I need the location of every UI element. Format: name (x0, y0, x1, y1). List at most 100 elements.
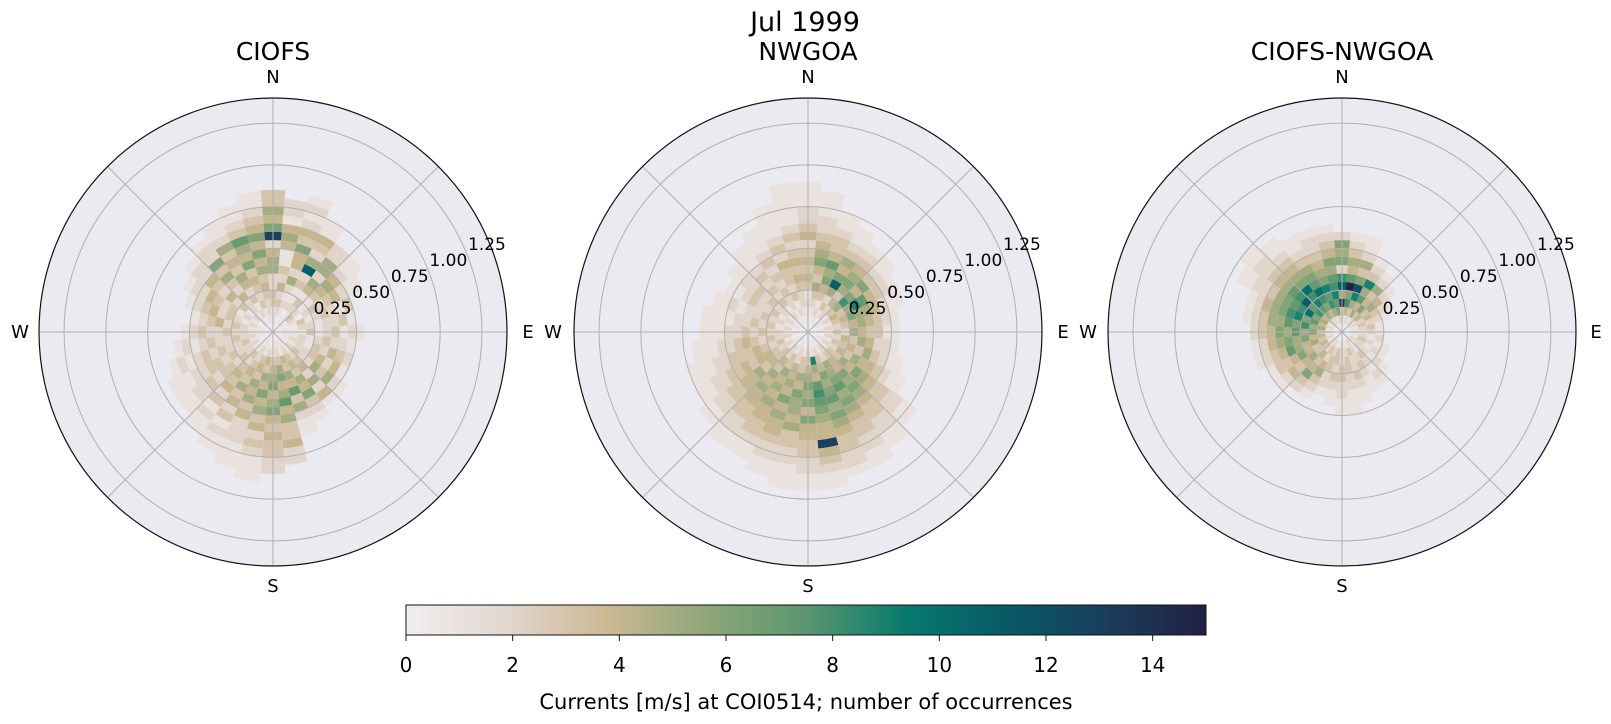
rose-bin (873, 261, 891, 280)
rose-bin (1273, 288, 1288, 304)
direction-label-n: N (266, 67, 279, 88)
rose-bin (774, 323, 784, 330)
rose-bin (1277, 347, 1289, 361)
rose-bin (1320, 369, 1332, 381)
rose-bin (814, 354, 823, 365)
rose-bin (759, 342, 771, 354)
rose-bin (1327, 309, 1335, 319)
rose-bin (873, 384, 891, 403)
rose-bin (792, 380, 804, 391)
rose-bin (719, 414, 741, 435)
rose-bin (197, 363, 212, 380)
rose-bin (301, 218, 323, 234)
rose-bin (732, 363, 747, 380)
rose-bin (1348, 404, 1364, 416)
rose-bin (772, 400, 789, 413)
rose-bin (184, 353, 198, 371)
rose-bin (242, 342, 253, 352)
rose-bin (290, 346, 301, 356)
rose-bin (313, 319, 323, 329)
rose-bin (241, 259, 256, 272)
rose-bin (800, 339, 806, 349)
rose-bin (811, 282, 821, 292)
rose-bin (711, 289, 725, 309)
rose-bin (237, 400, 254, 413)
direction-label-w: W (11, 322, 29, 343)
rose-bin (731, 402, 751, 421)
rose-bin (290, 366, 302, 378)
radial-tick-label: 1.25 (1537, 235, 1575, 255)
rose-bin (880, 310, 892, 326)
rose-bin (283, 283, 295, 295)
rose-bin (783, 325, 792, 331)
rose-bin (791, 332, 800, 337)
rose-bin (1284, 241, 1304, 257)
rose-bin (1356, 349, 1366, 360)
rose-bin (792, 322, 802, 329)
rose-bin (771, 190, 797, 203)
rose-bin (224, 342, 236, 354)
rose-bin (820, 377, 833, 389)
rose-bin (743, 303, 755, 317)
rose-bin (811, 316, 818, 326)
rose-bin (239, 278, 252, 291)
rose-bin (215, 241, 235, 257)
rose-bin (780, 346, 791, 356)
rose-bin (861, 347, 873, 361)
rose-bin (860, 397, 879, 415)
rose-bin (248, 321, 258, 328)
rose-bin (1288, 353, 1301, 366)
radial-tick-label: 0.50 (352, 283, 390, 303)
rose-bin (237, 251, 254, 264)
rose-bin (294, 243, 312, 257)
rose-bin (836, 218, 858, 234)
rose-bin (855, 293, 869, 308)
angular-gridline (642, 166, 809, 333)
rose-bin (1326, 380, 1338, 391)
rose-bin (247, 232, 265, 244)
rose-bin (818, 198, 843, 211)
rose-bin (248, 336, 258, 343)
rose-bin (207, 391, 226, 408)
rose-bin (262, 307, 269, 317)
rose-bin (1304, 308, 1315, 318)
rose-bin (1348, 248, 1364, 260)
angular-gridline (1341, 166, 1508, 333)
rose-bin (762, 227, 783, 242)
rose-bin (1313, 366, 1325, 378)
rose-bin (727, 296, 740, 313)
rose-bin (249, 359, 259, 370)
rose-bin (845, 342, 857, 354)
rose-bin (234, 379, 249, 393)
rose-bin (264, 356, 271, 366)
rose-bin (215, 407, 235, 423)
rose-bin (735, 349, 748, 364)
rose-bin (853, 344, 865, 357)
rose-bin (749, 336, 760, 348)
rose-bin (869, 284, 884, 301)
rose-bin (220, 210, 243, 226)
rose-bin (223, 335, 233, 345)
rose-bin (754, 353, 767, 366)
rose-bin (846, 270, 862, 285)
rose-bin (206, 314, 217, 327)
rose-bin (277, 347, 284, 357)
rose-bin (223, 430, 245, 446)
rose-bin (711, 355, 725, 375)
rose-bin (876, 279, 892, 297)
rose-bin (815, 412, 832, 424)
rose-bin (1317, 325, 1326, 331)
colorbar-gradient (405, 604, 1207, 636)
rose-bin (227, 422, 248, 437)
rose-bin (1331, 307, 1338, 317)
rose-bin (822, 359, 832, 370)
rose-bin (278, 396, 293, 407)
rose-bin (260, 282, 270, 292)
rose-bin (190, 261, 208, 280)
rose-bin (182, 370, 198, 390)
rose-bin (288, 267, 302, 279)
rose-bin (268, 315, 273, 324)
rose-bin (853, 307, 865, 320)
rose-bin (853, 420, 876, 439)
rose-bin (298, 422, 319, 437)
